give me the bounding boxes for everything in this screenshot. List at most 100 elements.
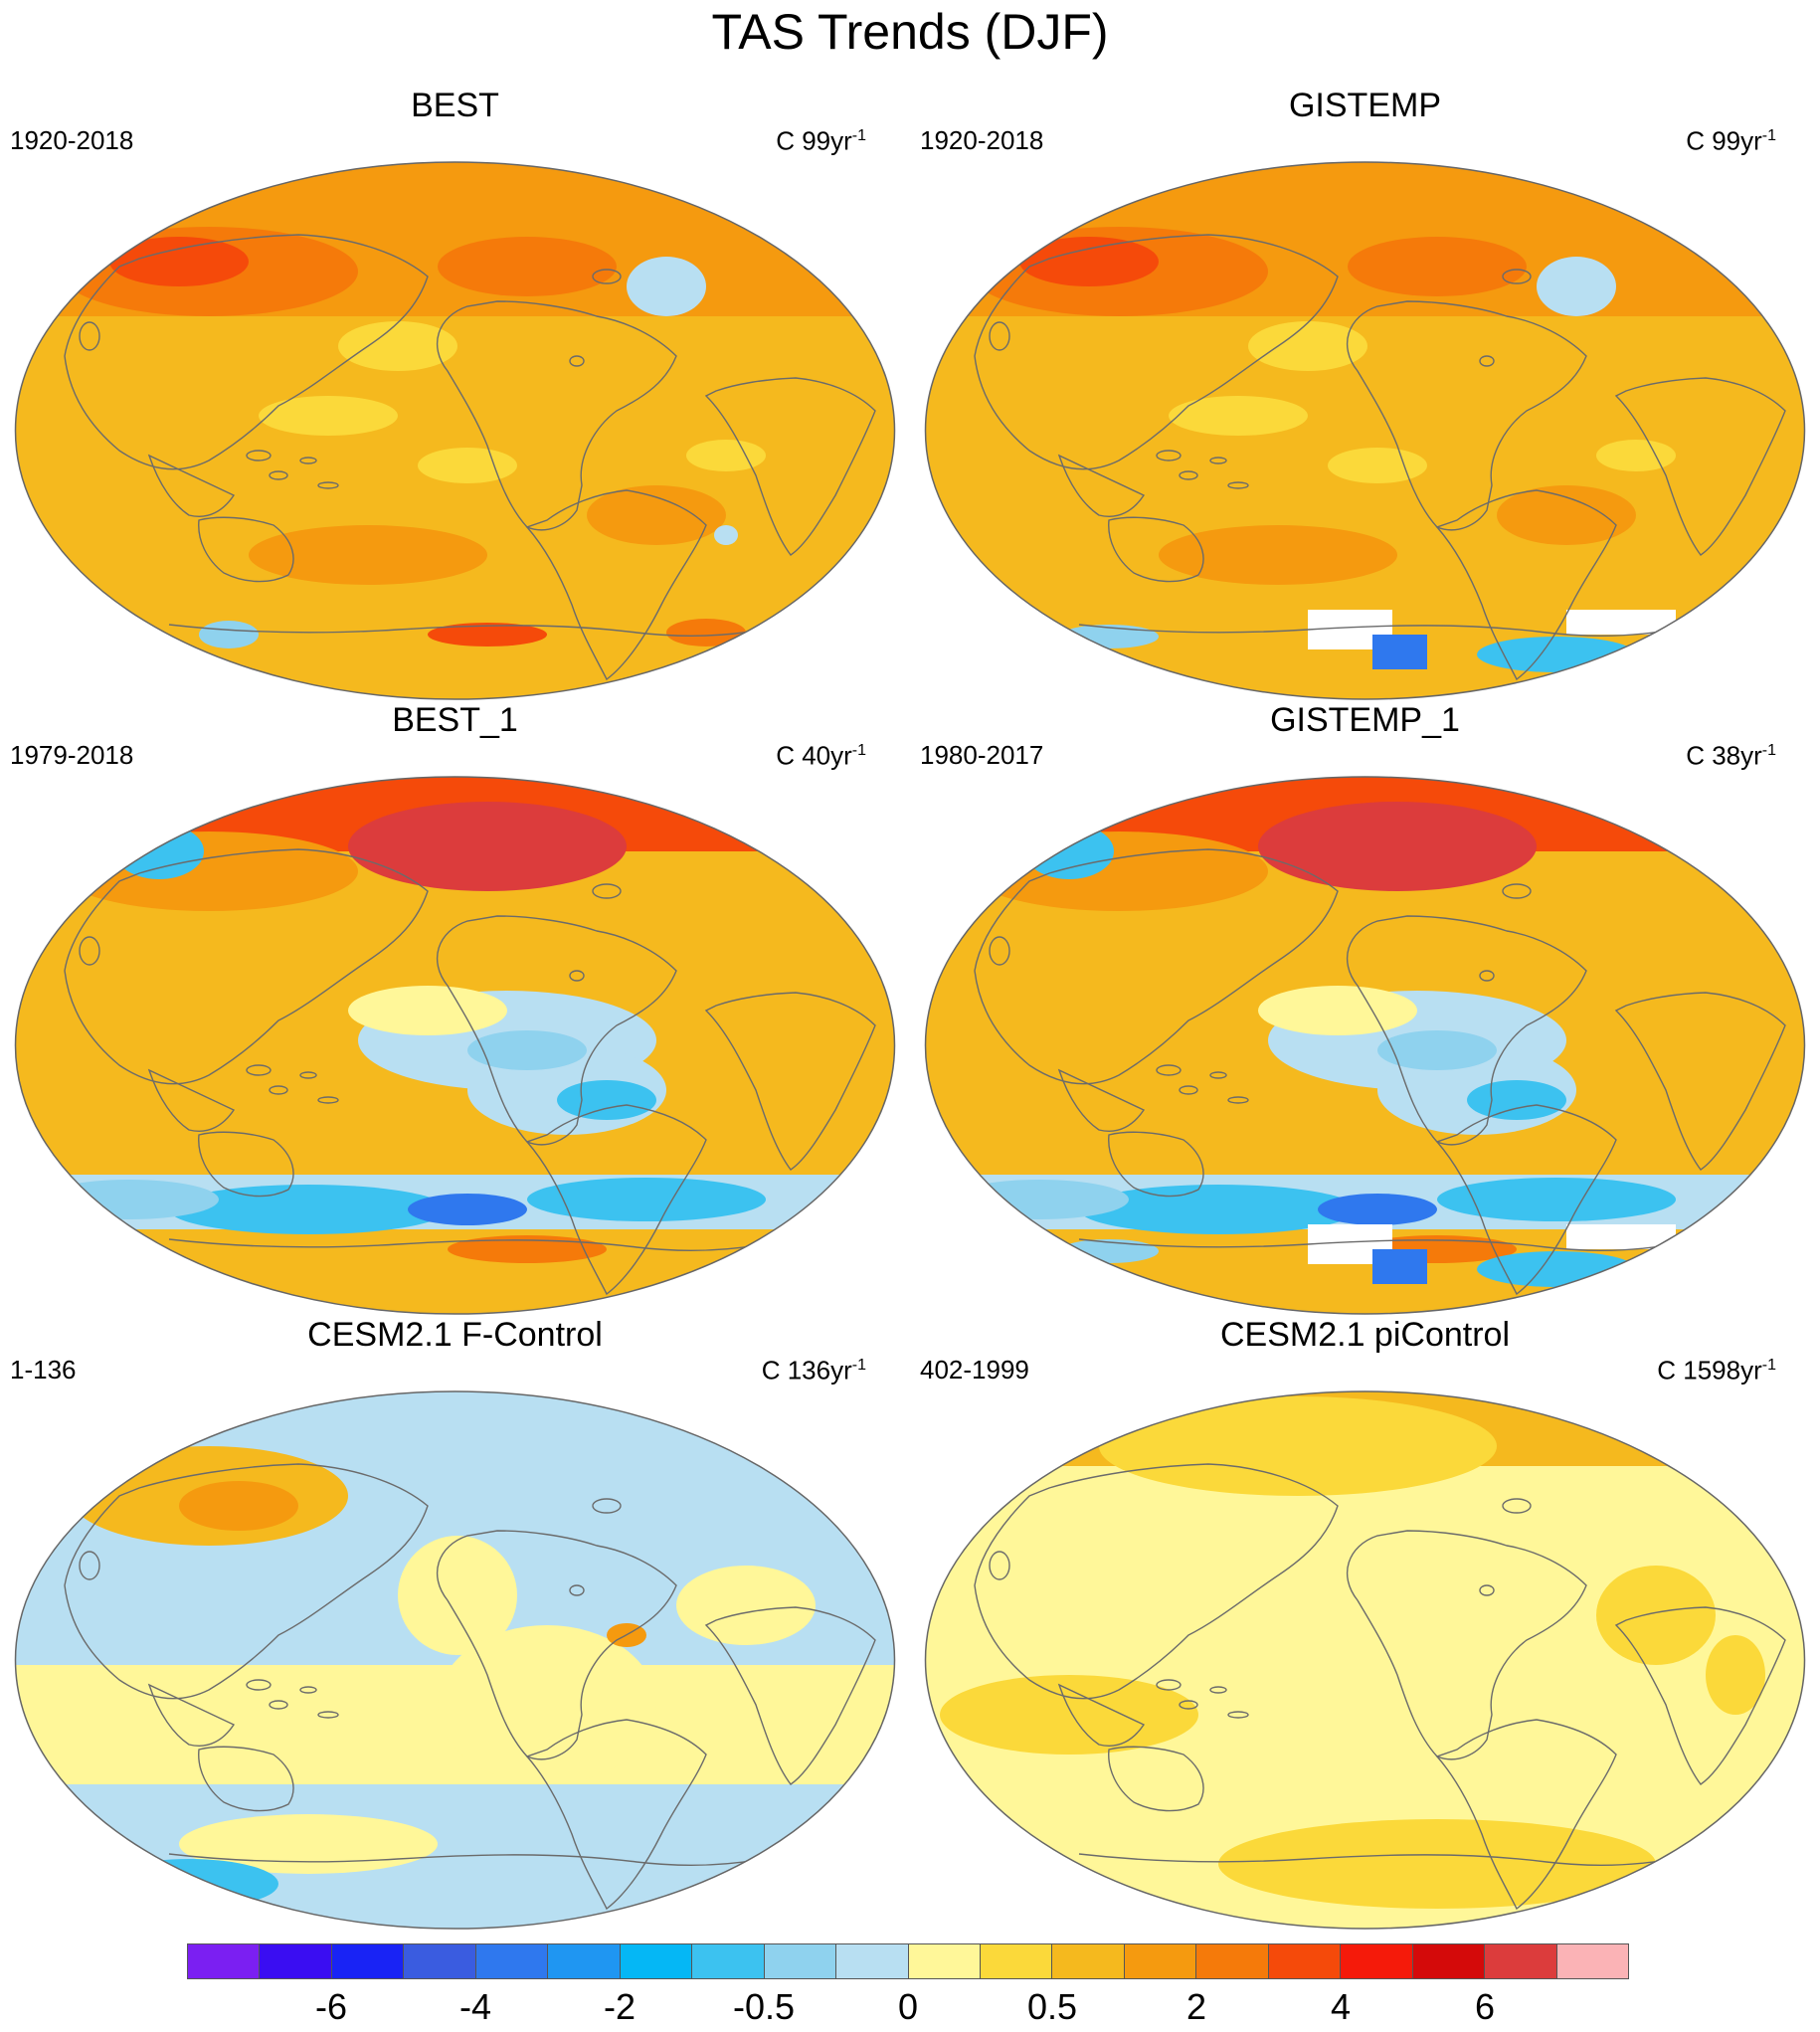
coastline [1108,1746,1204,1812]
coastline [974,1463,1339,1700]
map-border [924,1390,1806,1930]
contour-region [1079,1185,1358,1234]
contour-region [950,1180,1129,1219]
units-label: C 1598yr-1 [1657,1355,1776,1385]
colorbar-swatch [1124,1944,1197,1978]
coastline [168,1238,787,1251]
island-outline [246,1679,272,1691]
contour-region [587,485,726,545]
island-outline [317,1096,339,1104]
coastlines [64,234,876,681]
panel-title: BEST_1 [392,701,518,739]
period-label: 1920-2018 [920,125,1044,155]
contour-region [1372,1249,1427,1284]
island-outline [79,936,100,966]
colorbar-labels: -6 -4 -2 -0.5 0 0.5 2 4 6 [187,1985,1629,2029]
coastline [1614,377,1786,556]
contour-region [1377,1030,1497,1070]
units-label: C 136yr-1 [761,1355,866,1385]
island-outline [299,1686,317,1694]
coastlines [974,1463,1786,1911]
period-label: 402-1999 [920,1355,1029,1385]
contour-region [1248,321,1367,371]
map-panel-best-1: BEST_1 1979-2018 C 40yr-1 [0,700,910,1317]
colorbar-swatch [764,1944,837,1978]
island-outline [1179,1700,1198,1710]
coastline [437,300,677,531]
map-field [925,777,1805,1314]
contour-region [1706,1635,1765,1715]
colorbar-swatch [188,1944,261,1978]
contour-region [438,237,617,296]
contour-region [970,831,1268,911]
colorbar-swatch [1412,1944,1486,1978]
coastline [147,1068,236,1132]
island-outline [1227,1096,1249,1104]
island-outline [1479,970,1495,982]
figure-title: TAS Trends (DJF) [711,4,1109,60]
contour-region [249,525,487,585]
contour-region [627,257,706,316]
island-outline [1156,450,1182,462]
coastline [1108,1131,1204,1198]
period-label: 1979-2018 [10,740,134,770]
world-map [14,1390,896,1930]
island-outline [317,481,339,489]
map-field [925,1391,1805,1929]
island-outline [1156,1064,1182,1076]
contour-region [348,986,507,1035]
island-outline [1227,1711,1249,1719]
colorbar-tick-label: 4 [1330,1986,1352,2027]
coastline [1347,1530,1587,1760]
island-outline [79,321,100,351]
colorbar-swatch [1341,1944,1413,1978]
contour-region [1318,1194,1437,1225]
coastline [974,848,1339,1085]
coastline [1057,1068,1146,1132]
contour-region [990,777,1129,812]
colorbar-swatch [475,1944,549,1978]
panel-title: BEST [411,87,499,124]
contour-region [1019,237,1159,286]
colorbar-swatch [548,1944,621,1978]
units-label: C 38yr-1 [1686,740,1776,771]
island-outline [246,450,272,462]
contour-region [1596,1566,1716,1665]
colorbar-tick-label: 6 [1474,1986,1496,2027]
contour-region [338,321,457,371]
island-outline [1502,883,1532,899]
coastline [525,1104,707,1296]
coastline [1435,1719,1617,1911]
coastlines [64,848,876,1296]
coastline [1057,454,1146,517]
island-outline [1479,1584,1495,1596]
coastline [704,992,876,1171]
island-outline [1502,1498,1532,1514]
contour-region [114,824,204,879]
map-border [14,776,896,1315]
world-map [924,776,1806,1315]
island-outline [269,1085,288,1095]
coastline [1435,1104,1617,1296]
units-label: C 99yr-1 [776,125,866,156]
contour-region [348,802,627,891]
island-outline [592,1498,622,1514]
colorbar-swatch [260,1944,332,1978]
island-outline [989,321,1010,351]
coastline [1078,1238,1697,1251]
coastline [437,915,677,1146]
contour-region [408,1194,527,1225]
contour-region [1024,824,1114,879]
colorbar-swatch [1268,1944,1342,1978]
island-outline [1227,481,1249,489]
coastline [168,624,787,637]
map-border [14,161,896,700]
coastline [198,1746,294,1812]
island-outline [246,1064,272,1076]
island-outline [592,269,622,284]
coastline [704,1606,876,1785]
coastlines [64,1463,876,1911]
map-border [924,161,1806,700]
island-outline [1179,1085,1198,1095]
map-panel-best: BEST 1920-2018 C 99yr-1 [0,86,910,702]
